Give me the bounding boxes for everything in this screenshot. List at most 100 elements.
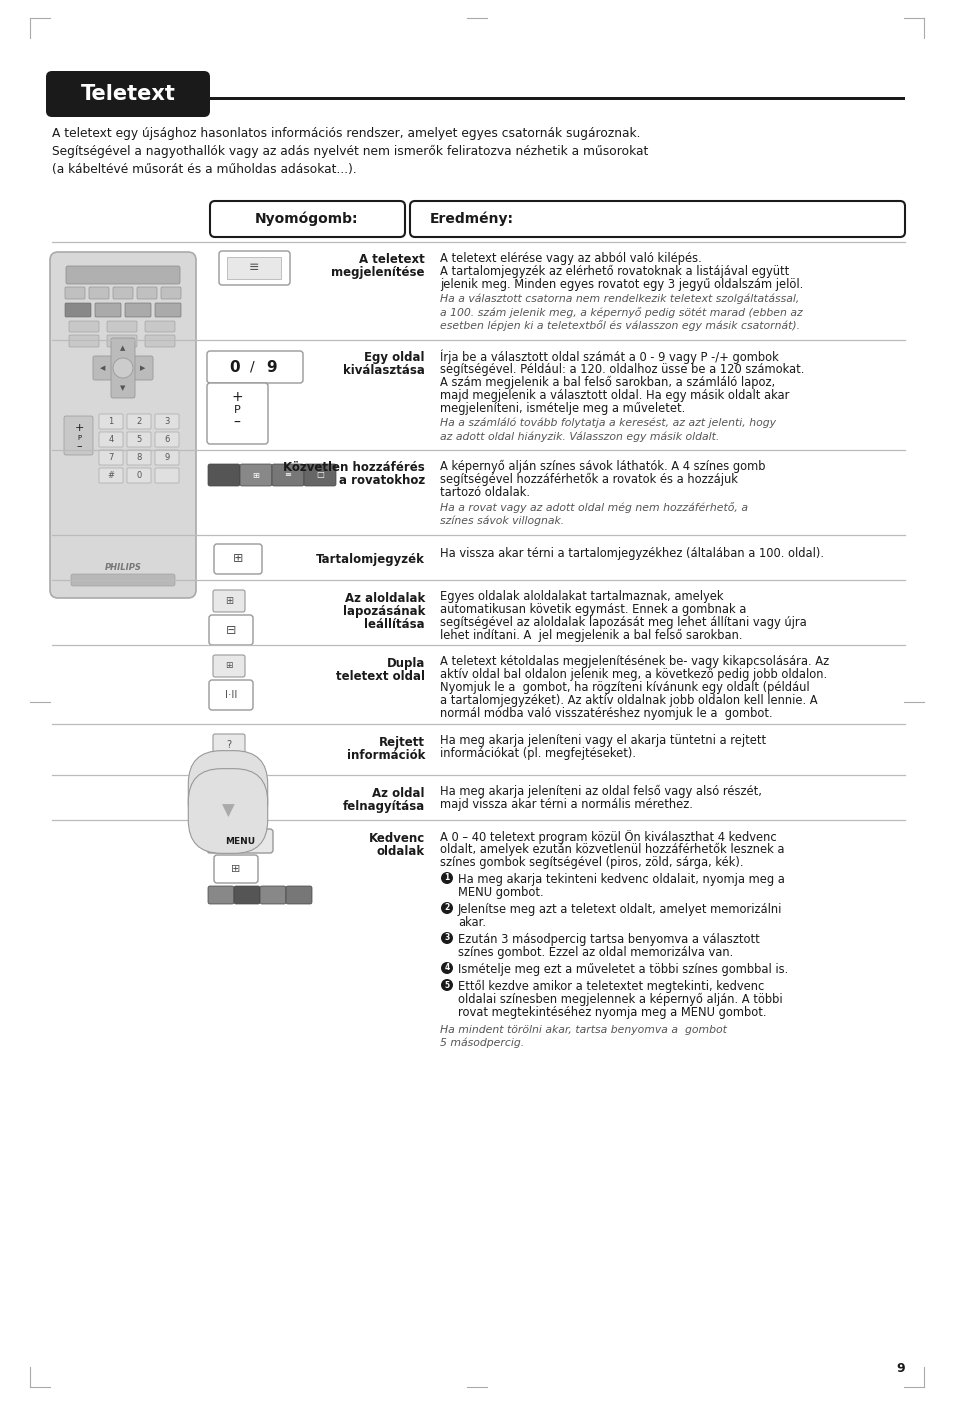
FancyBboxPatch shape	[99, 414, 123, 429]
Text: #: #	[108, 472, 114, 481]
Text: színes gombok segítségével (piros, zöld, sárga, kék).: színes gombok segítségével (piros, zöld,…	[439, 856, 742, 870]
FancyBboxPatch shape	[210, 201, 405, 237]
Text: jelenik meg. Minden egyes rovatot egy 3 jegyű oldalszám jelöl.: jelenik meg. Minden egyes rovatot egy 3 …	[439, 278, 802, 291]
Text: A 0 – 40 teletext program közül Ön kiválaszthat 4 kedvenc: A 0 – 40 teletext program közül Ön kivál…	[439, 830, 776, 844]
Text: 9: 9	[164, 454, 170, 462]
FancyBboxPatch shape	[209, 757, 253, 787]
FancyBboxPatch shape	[213, 590, 245, 613]
Text: 0: 0	[136, 472, 141, 481]
Text: oldalai színesben megjelennek a képernyő alján. A többi: oldalai színesben megjelennek a képernyő…	[457, 993, 781, 1006]
Text: 4: 4	[444, 964, 449, 972]
Text: Ha meg akarja jeleníteni az oldal felső vagy alsó részét,: Ha meg akarja jeleníteni az oldal felső …	[439, 785, 761, 798]
FancyBboxPatch shape	[69, 334, 99, 347]
Text: 5 másodpercig.: 5 másodpercig.	[439, 1038, 524, 1048]
Text: ⊟: ⊟	[226, 624, 236, 636]
Text: Ha mindent törölni akar, tartsa benyomva a  gombot: Ha mindent törölni akar, tartsa benyomva…	[439, 1026, 726, 1035]
Text: ≡: ≡	[249, 261, 259, 274]
Text: a tartalomjegyzéket). Az aktív oldalnak jobb oldalon kell lennie. A: a tartalomjegyzéket). Az aktív oldalnak …	[439, 694, 817, 707]
Text: A tartalomjegyzék az elérhető rovatoknak a listájával együtt: A tartalomjegyzék az elérhető rovatoknak…	[439, 266, 788, 278]
Text: lehet indítani. A  jel megjelenik a bal felső sarokban.: lehet indítani. A jel megjelenik a bal f…	[439, 629, 741, 642]
FancyBboxPatch shape	[69, 320, 99, 332]
Text: –: –	[233, 416, 240, 430]
Text: 3: 3	[444, 933, 449, 943]
Text: 2: 2	[136, 417, 141, 427]
Text: a rovatokhoz: a rovatokhoz	[338, 473, 424, 488]
Text: oldalak: oldalak	[376, 844, 424, 858]
Text: információkat (pl. megfejtéseket).: információkat (pl. megfejtéseket).	[439, 747, 636, 760]
Text: Ha a számláló tovább folytatja a keresést, az azt jelenti, hogy: Ha a számláló tovább folytatja a keresés…	[439, 419, 775, 429]
Text: ⊞: ⊞	[225, 662, 233, 670]
Text: teletext oldal: teletext oldal	[335, 670, 424, 683]
Text: Egy oldal: Egy oldal	[364, 351, 424, 364]
FancyBboxPatch shape	[107, 334, 137, 347]
Text: I·II: I·II	[225, 690, 237, 700]
Text: ⊞: ⊞	[253, 471, 259, 479]
Text: 9: 9	[267, 360, 277, 375]
Text: Ha a rovat vagy az adott oldal még nem hozzáférhető, a: Ha a rovat vagy az adott oldal még nem h…	[439, 502, 747, 513]
Text: Kedvenc: Kedvenc	[369, 832, 424, 844]
FancyBboxPatch shape	[145, 334, 174, 347]
Text: +: +	[74, 423, 84, 433]
FancyBboxPatch shape	[107, 320, 137, 332]
Text: majd vissza akar térni a normális mérethez.: majd vissza akar térni a normális méreth…	[439, 798, 692, 811]
Text: A képernyő alján színes sávok láthatók. A 4 színes gomb: A képernyő alján színes sávok láthatók. …	[439, 459, 764, 473]
Text: Írja be a választott oldal számát a 0 - 9 vagy P -/+ gombok: Írja be a választott oldal számát a 0 - …	[439, 350, 778, 364]
Text: ▼: ▼	[120, 385, 126, 391]
Text: 0: 0	[230, 360, 240, 375]
FancyBboxPatch shape	[127, 414, 151, 429]
Text: ⊞: ⊞	[225, 596, 233, 606]
FancyBboxPatch shape	[65, 303, 91, 318]
Text: ◀: ◀	[100, 365, 106, 371]
Text: Nyomjuk le a  gombot, ha rögzíteni kívánunk egy oldalt (például: Nyomjuk le a gombot, ha rögzíteni kívánu…	[439, 681, 809, 694]
Text: normál módba való visszatéréshez nyomjuk le a  gombot.: normál módba való visszatéréshez nyomjuk…	[439, 707, 772, 719]
Text: P: P	[77, 436, 81, 441]
FancyBboxPatch shape	[213, 733, 245, 756]
FancyBboxPatch shape	[127, 450, 151, 465]
Text: Ismételje meg ezt a műveletet a többi színes gombbal is.: Ismételje meg ezt a műveletet a többi sz…	[457, 962, 787, 976]
Text: Ha vissza akar térni a tartalomjegyzékhez (általában a 100. oldal).: Ha vissza akar térni a tartalomjegyzékhe…	[439, 547, 823, 559]
FancyBboxPatch shape	[46, 72, 210, 117]
Circle shape	[112, 358, 132, 378]
Text: Ha a választott csatorna nem rendelkezik teletext szolgáltatással,: Ha a választott csatorna nem rendelkezik…	[439, 294, 799, 305]
Text: segítségével az aloldalak lapozását meg lehet állítani vagy újra: segítségével az aloldalak lapozását meg …	[439, 615, 806, 629]
FancyBboxPatch shape	[213, 856, 257, 882]
FancyBboxPatch shape	[207, 384, 268, 444]
FancyBboxPatch shape	[127, 431, 151, 447]
Text: P: P	[233, 405, 240, 414]
Text: információk: információk	[346, 749, 424, 762]
Text: Ezután 3 másodpercig tartsa benyomva a választott: Ezután 3 másodpercig tartsa benyomva a v…	[457, 933, 759, 946]
Text: Tartalomjegyzék: Tartalomjegyzék	[315, 554, 424, 566]
FancyBboxPatch shape	[154, 468, 179, 483]
FancyBboxPatch shape	[65, 287, 85, 299]
Text: A szám megjelenik a bal felső sarokban, a számláló lapoz,: A szám megjelenik a bal felső sarokban, …	[439, 377, 774, 389]
FancyBboxPatch shape	[66, 266, 180, 284]
FancyBboxPatch shape	[161, 287, 181, 299]
FancyBboxPatch shape	[213, 655, 245, 677]
Text: Rejtett: Rejtett	[378, 736, 424, 749]
FancyBboxPatch shape	[213, 544, 262, 575]
Text: □: □	[315, 471, 324, 479]
Text: felnagyítása: felnagyítása	[342, 799, 424, 813]
Circle shape	[440, 962, 453, 974]
Circle shape	[440, 932, 453, 944]
Bar	[52, 97, 904, 100]
FancyBboxPatch shape	[125, 303, 151, 318]
Text: akar.: akar.	[457, 916, 485, 929]
Text: majd megjelenik a választott oldal. Ha egy másik oldalt akar: majd megjelenik a választott oldal. Ha e…	[439, 389, 788, 402]
Circle shape	[440, 979, 453, 991]
FancyBboxPatch shape	[154, 431, 179, 447]
FancyBboxPatch shape	[207, 829, 273, 853]
FancyBboxPatch shape	[64, 416, 92, 455]
FancyBboxPatch shape	[209, 615, 253, 645]
Text: automatikusan követik egymást. Ennek a gombnak a: automatikusan követik egymást. Ennek a g…	[439, 603, 745, 615]
FancyBboxPatch shape	[145, 320, 174, 332]
Text: A teletext: A teletext	[359, 253, 424, 266]
FancyBboxPatch shape	[95, 303, 121, 318]
FancyBboxPatch shape	[99, 468, 123, 483]
FancyBboxPatch shape	[50, 251, 195, 599]
Text: Jelenítse meg azt a teletext oldalt, amelyet memorizálni: Jelenítse meg azt a teletext oldalt, ame…	[457, 903, 781, 916]
FancyBboxPatch shape	[209, 680, 253, 710]
Text: tartozó oldalak.: tartozó oldalak.	[439, 486, 530, 499]
Text: Az aloldalak: Az aloldalak	[344, 592, 424, 606]
Text: Nyomógomb:: Nyomógomb:	[255, 212, 358, 226]
